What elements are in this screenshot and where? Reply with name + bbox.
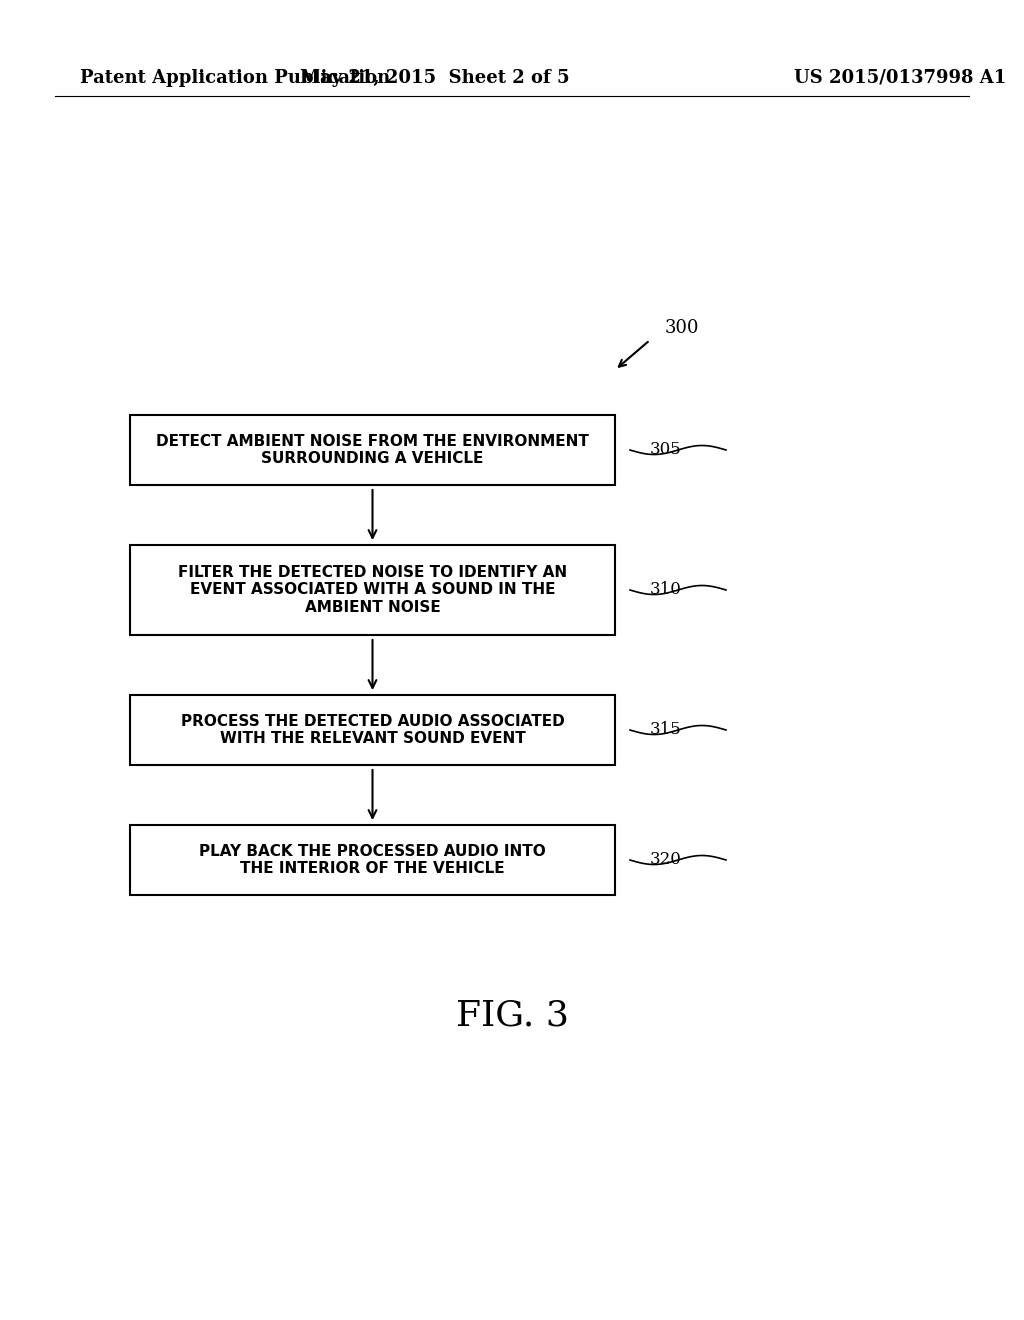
Text: May 21, 2015  Sheet 2 of 5: May 21, 2015 Sheet 2 of 5 <box>300 69 569 87</box>
Text: US 2015/0137998 A1: US 2015/0137998 A1 <box>794 69 1007 87</box>
Bar <box>130 414 615 484</box>
Text: FILTER THE DETECTED NOISE TO IDENTIFY AN
EVENT ASSOCIATED WITH A SOUND IN THE
AM: FILTER THE DETECTED NOISE TO IDENTIFY AN… <box>178 565 567 615</box>
Text: Patent Application Publication: Patent Application Publication <box>80 69 390 87</box>
Text: 315: 315 <box>650 722 682 738</box>
Bar <box>130 825 615 895</box>
Text: PLAY BACK THE PROCESSED AUDIO INTO
THE INTERIOR OF THE VEHICLE: PLAY BACK THE PROCESSED AUDIO INTO THE I… <box>199 843 546 876</box>
Text: 305: 305 <box>650 441 682 458</box>
Bar <box>130 696 615 766</box>
Bar <box>130 545 615 635</box>
Text: DETECT AMBIENT NOISE FROM THE ENVIRONMENT
SURROUNDING A VEHICLE: DETECT AMBIENT NOISE FROM THE ENVIRONMEN… <box>156 434 589 466</box>
Text: 300: 300 <box>665 319 699 337</box>
Text: 310: 310 <box>650 582 682 598</box>
Text: FIG. 3: FIG. 3 <box>456 998 568 1032</box>
Text: PROCESS THE DETECTED AUDIO ASSOCIATED
WITH THE RELEVANT SOUND EVENT: PROCESS THE DETECTED AUDIO ASSOCIATED WI… <box>180 714 564 746</box>
Text: 320: 320 <box>650 851 682 869</box>
